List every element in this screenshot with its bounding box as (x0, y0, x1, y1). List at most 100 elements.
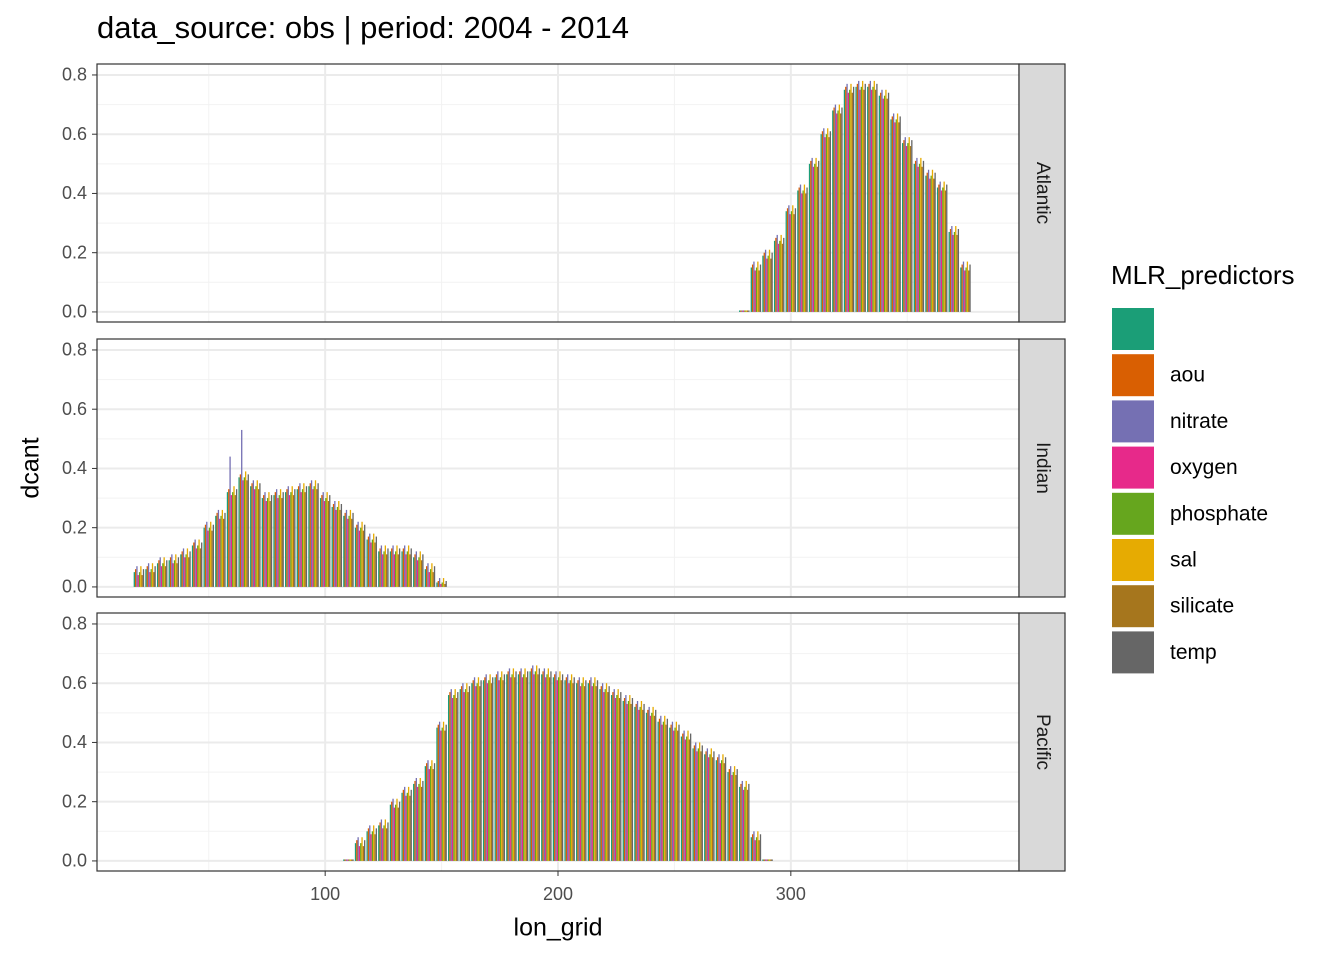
bar (719, 763, 721, 861)
bar (198, 539, 200, 587)
bar (348, 515, 350, 587)
bar (279, 489, 282, 587)
bar (134, 569, 137, 587)
bar (356, 840, 358, 861)
bar (705, 751, 707, 861)
bar (669, 727, 671, 861)
bar (695, 742, 697, 861)
bar (740, 783, 742, 861)
bar (732, 772, 734, 861)
bar (601, 683, 604, 861)
bar (541, 674, 543, 861)
bar (424, 569, 427, 587)
bar (907, 143, 909, 312)
bar (502, 680, 504, 861)
bar (397, 807, 399, 861)
y-tick-label: 0.8 (62, 65, 87, 85)
bar (395, 804, 397, 861)
legend-label: aou (1170, 364, 1205, 387)
bar (317, 483, 319, 587)
bar (364, 840, 366, 861)
bar (635, 703, 637, 861)
bar (547, 668, 549, 861)
bar (929, 178, 931, 312)
bar (383, 825, 385, 861)
bar (918, 163, 921, 312)
bar (968, 270, 970, 312)
bar (180, 554, 182, 587)
bar (665, 724, 667, 861)
bar (396, 798, 398, 861)
bar (894, 122, 896, 312)
bar (683, 730, 685, 861)
bar (891, 116, 893, 312)
bar (852, 86, 855, 312)
bar (383, 551, 385, 587)
bar (607, 692, 609, 861)
bar (834, 104, 837, 312)
bar (739, 310, 741, 312)
bar (250, 486, 252, 587)
bar (511, 674, 513, 861)
bar (620, 692, 622, 861)
bar (864, 83, 866, 312)
bar (296, 489, 298, 587)
bar (238, 477, 240, 587)
bar (402, 789, 405, 861)
bar (771, 859, 773, 861)
bar (210, 521, 212, 587)
bar (631, 698, 634, 861)
bar (374, 834, 376, 861)
bar (770, 859, 772, 861)
bar (735, 775, 737, 861)
bar (299, 483, 301, 587)
bar (429, 569, 432, 587)
bar (424, 766, 427, 861)
bar (215, 515, 217, 587)
bar (147, 563, 150, 587)
bar (351, 859, 353, 861)
bar (946, 184, 948, 312)
bar (373, 825, 375, 861)
bar (812, 166, 815, 312)
bar (159, 557, 161, 587)
bar (766, 258, 768, 312)
bar (387, 548, 389, 587)
bar (327, 501, 330, 587)
bar (892, 113, 895, 312)
bar (895, 119, 897, 312)
bar (643, 703, 645, 861)
bar (264, 492, 266, 587)
bar (859, 89, 861, 312)
bar (629, 695, 631, 861)
bar (811, 157, 813, 312)
bar (790, 211, 793, 312)
bar (861, 80, 864, 312)
bar (301, 489, 304, 587)
bar (166, 560, 168, 587)
bar (385, 554, 388, 587)
bar (779, 240, 781, 312)
legend-key (1112, 400, 1154, 443)
bar (728, 769, 731, 861)
bar (433, 763, 436, 861)
bar (153, 572, 155, 587)
bar (713, 751, 715, 861)
bar (552, 677, 555, 861)
bar (277, 498, 279, 587)
bar (949, 228, 952, 312)
bar (554, 674, 556, 861)
bar (917, 166, 919, 312)
bar (206, 521, 208, 587)
bar (640, 700, 643, 861)
bar (550, 671, 552, 861)
bar (418, 783, 420, 861)
bar (767, 255, 769, 312)
bar (680, 736, 683, 861)
bar (613, 689, 615, 861)
bar (477, 677, 480, 861)
bar (427, 760, 429, 861)
legend-key (1112, 308, 1154, 350)
bar (339, 509, 341, 587)
bar (235, 489, 238, 587)
